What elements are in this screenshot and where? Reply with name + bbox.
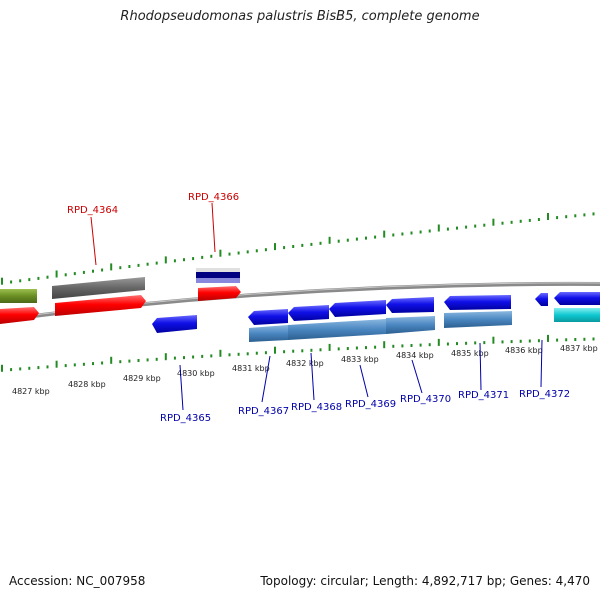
blue-gene-rpd4367[interactable] bbox=[248, 309, 288, 325]
blue-gene-rpd4369[interactable] bbox=[329, 300, 386, 317]
gray-gene-rpd4364[interactable] bbox=[52, 277, 145, 299]
scale-label-4835: 4835 kbp bbox=[451, 349, 489, 358]
callout-rpd4364 bbox=[90, 216, 97, 266]
genome-title: Rhodopseudomonas palustris BisB5, comple… bbox=[120, 9, 480, 24]
callout-rpd4366 bbox=[211, 202, 216, 253]
callout-rpd4367 bbox=[261, 355, 271, 403]
blue-gene-rpd4370[interactable] bbox=[386, 297, 434, 313]
genome-summary-text: Topology: circular; Length: 4,892,717 bp… bbox=[260, 574, 590, 588]
callout-rpd4365 bbox=[179, 364, 184, 411]
upper-scale-ring bbox=[1, 212, 595, 285]
gene-label-rpd4372[interactable]: RPD_4372 bbox=[519, 389, 570, 400]
gene-label-rpd4367[interactable]: RPD_4367 bbox=[238, 406, 289, 417]
gene-label-rpd4369[interactable]: RPD_4369 bbox=[345, 399, 396, 410]
scale-label-4828: 4828 kbp bbox=[68, 380, 106, 389]
accession-text: Accession: NC_007958 bbox=[9, 574, 146, 588]
scale-label-4833: 4833 kbp bbox=[341, 355, 379, 364]
callout-rpd4369 bbox=[359, 364, 369, 398]
blue-gene-rpd4371[interactable] bbox=[444, 295, 511, 310]
scale-label-4827: 4827 kbp bbox=[12, 387, 50, 396]
gene-label-rpd4368[interactable]: RPD_4368 bbox=[291, 402, 342, 413]
lower-scale-ring bbox=[1, 334, 595, 372]
lavender-gene-rpd4366[interactable] bbox=[196, 278, 240, 283]
gene-label-rpd4364[interactable]: RPD_4364 bbox=[67, 205, 118, 216]
blue-gene-rpd4372[interactable] bbox=[535, 293, 548, 306]
red-gene-left[interactable] bbox=[0, 307, 39, 324]
blue-gene-right[interactable] bbox=[554, 292, 600, 305]
scale-label-4829: 4829 kbp bbox=[123, 374, 161, 383]
gene-label-rpd4370[interactable]: RPD_4370 bbox=[400, 394, 451, 405]
steel-gene-rpd4370[interactable] bbox=[386, 316, 435, 334]
scale-label-4830: 4830 kbp bbox=[177, 369, 215, 378]
forward-genes bbox=[0, 268, 241, 324]
scale-label-4836: 4836 kbp bbox=[505, 346, 543, 355]
blue-gene-rpd4365[interactable] bbox=[152, 315, 197, 333]
callout-rpd4372 bbox=[540, 339, 543, 388]
navy-gene-rpd4366[interactable] bbox=[196, 272, 240, 278]
callout-rpd4371 bbox=[479, 342, 482, 391]
gene-label-rpd4365[interactable]: RPD_4365 bbox=[160, 413, 211, 424]
scale-label-4831: 4831 kbp bbox=[232, 364, 270, 373]
gene-label-rpd4371[interactable]: RPD_4371 bbox=[458, 390, 509, 401]
steel-gene-rpd4367[interactable] bbox=[249, 325, 288, 342]
scale-label-4834: 4834 kbp bbox=[396, 351, 434, 360]
reverse-genes bbox=[152, 292, 600, 342]
scale-label-4837: 4837 kbp bbox=[560, 344, 598, 353]
red-gene-rpd4364[interactable] bbox=[55, 295, 146, 316]
olive-gene[interactable] bbox=[0, 289, 37, 303]
gene-label-rpd4366[interactable]: RPD_4366 bbox=[188, 192, 239, 203]
steel-gene-rpd4371[interactable] bbox=[444, 311, 512, 328]
steel-gene-rpd4368[interactable] bbox=[288, 319, 386, 340]
navy-gene-rpd4366-top[interactable] bbox=[196, 268, 240, 273]
scale-label-4832: 4832 kbp bbox=[286, 359, 324, 368]
callout-rpd4370 bbox=[411, 359, 423, 394]
red-gene-rpd4366[interactable] bbox=[198, 286, 241, 301]
blue-gene-rpd4368[interactable] bbox=[288, 305, 329, 321]
callout-lines bbox=[90, 202, 543, 411]
cyan-gene-right[interactable] bbox=[554, 308, 600, 322]
callout-rpd4368 bbox=[310, 352, 315, 401]
